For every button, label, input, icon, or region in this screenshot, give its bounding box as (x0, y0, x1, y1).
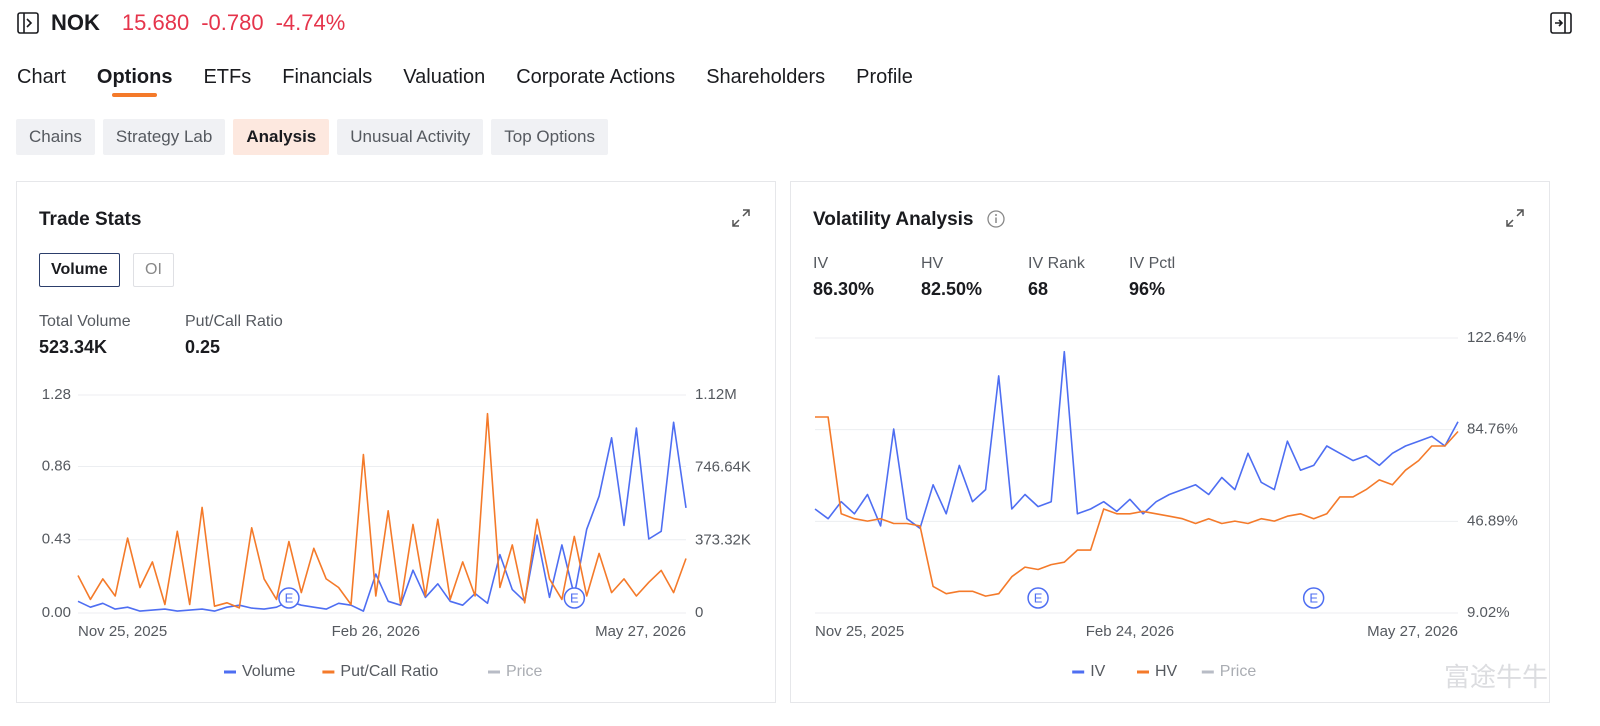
volatility-card: Volatility Analysis IV 86.30% HV 82.50% IV R… (790, 181, 1550, 703)
stat-label: Put/Call Ratio (185, 313, 283, 330)
card-title: Volatility Analysis (813, 209, 974, 230)
x-tick-label: May 27, 2026 (595, 623, 686, 640)
stat: Put/Call Ratio 0.25 (185, 313, 283, 358)
tab[interactable]: ETFs (203, 66, 252, 88)
stat: IV Pctl 96% (1129, 255, 1175, 300)
trade-stats-chart: 0.00 0.43 0.86 1.28 0 373.32K 746.64K 1.12M Nov … (42, 386, 751, 680)
series-line (77, 412, 687, 609)
price: 15.680 (121, 10, 190, 35)
earnings-label: E (1309, 590, 1318, 605)
earnings-marker (1027, 587, 1049, 609)
legend-label: Price (506, 663, 543, 680)
tab[interactable]: Financials (282, 66, 373, 88)
y-tick-label: 46.89% (1467, 512, 1518, 529)
legend-label: HV (1155, 663, 1178, 680)
stat-label: HV (921, 255, 944, 272)
tab[interactable]: Options (97, 66, 172, 97)
x-tick-label: May 27, 2026 (1367, 623, 1458, 640)
stat-label: IV (813, 255, 829, 272)
y2-tick-label: 1.12M (695, 386, 737, 403)
stat-label: Total Volume (39, 313, 131, 330)
x-tick-label: Nov 25, 2025 (78, 623, 167, 640)
series-line (77, 421, 687, 612)
tab[interactable]: Chart (17, 66, 66, 88)
y-tick-label: 0.86 (42, 458, 71, 475)
expand-icon[interactable] (1505, 208, 1525, 228)
volatility-chart: 9.02% 46.89% 84.76% 122.64% Nov 25, 2025 Feb … (814, 329, 1526, 680)
subtab[interactable]: Top Options (491, 119, 608, 155)
tab[interactable]: Valuation (403, 66, 486, 88)
y2-tick-label: 746.64K (695, 459, 751, 476)
tab[interactable]: Shareholders (706, 66, 826, 88)
stat: IV 86.30% (813, 255, 874, 300)
earnings-label: E (570, 590, 579, 605)
x-tick-label: Feb 26, 2026 (332, 623, 420, 640)
stat-label: IV Pctl (1129, 255, 1176, 272)
stat: HV 82.50% (921, 255, 982, 300)
legend-label: Put/Call Ratio (340, 663, 438, 680)
y-tick-label: 9.02% (1467, 604, 1510, 621)
change: -0.780 (201, 10, 264, 35)
stat-label: IV Rank (1028, 255, 1085, 272)
toggle[interactable]: Volume (39, 253, 120, 287)
subtab[interactable]: Strategy Lab (102, 119, 226, 155)
x-tick-label: Nov 25, 2025 (815, 623, 904, 640)
tab[interactable]: Profile (856, 66, 913, 88)
trade-stats-card: Trade Stats Volume OI Total Volume 523.34… (16, 181, 776, 703)
watermark: 富途牛牛 (1443, 663, 1548, 693)
series-line (814, 350, 1459, 530)
series-line (815, 416, 1459, 597)
stat-value: 82.50% (921, 279, 983, 299)
stat-value: 0.25 (185, 337, 221, 357)
stat: IV Rank 68 (1028, 255, 1085, 300)
legend-label: Volume (242, 663, 295, 680)
y-tick-label: 122.64% (1467, 329, 1526, 346)
legend-label: IV (1090, 663, 1105, 680)
tabs: Chart Options ETFs Financials Valuation Corpo… (17, 66, 913, 97)
earnings-label: E (285, 590, 294, 605)
stat-value: 523.34K (39, 337, 108, 357)
header: NOK 15.680 -0.780 -4.74% (17, 10, 345, 36)
y2-tick-label: 0 (695, 604, 703, 621)
legend-label: Price (1220, 663, 1257, 680)
stat-value: 86.30% (813, 279, 875, 299)
tab[interactable]: Corporate Actions (516, 66, 676, 88)
y-tick-label: 0.43 (42, 531, 71, 548)
subtab[interactable]: Analysis (233, 119, 330, 155)
earnings-marker (1302, 587, 1325, 609)
subtab[interactable]: Chains (16, 119, 95, 155)
stat-value: 68 (1028, 279, 1049, 299)
info-icon[interactable] (986, 209, 1006, 229)
x-tick-label: Feb 24, 2026 (1086, 623, 1174, 640)
y2-tick-label: 373.32K (695, 531, 751, 548)
stat-value: 96% (1129, 279, 1166, 299)
subtabs: Chains Strategy Lab Analysis Unusual Activi… (16, 119, 608, 155)
expand-icon[interactable] (731, 208, 751, 228)
stat: Total Volume 523.34K (39, 313, 131, 358)
y-tick-label: 1.28 (42, 386, 71, 403)
earnings-marker (278, 587, 300, 609)
subtab[interactable]: Unusual Activity (337, 119, 484, 155)
card-title: Trade Stats (39, 209, 142, 230)
earnings-label: E (1034, 590, 1043, 605)
y-tick-label: 84.76% (1467, 421, 1518, 438)
y-tick-label: 0.00 (42, 604, 71, 621)
change-pct: -4.74% (275, 10, 346, 35)
symbol: NOK (51, 10, 100, 35)
toggle[interactable]: OI (133, 253, 174, 287)
collapse-icon[interactable] (17, 12, 39, 34)
earnings-marker (563, 587, 586, 609)
panel-toggle-icon[interactable] (1550, 12, 1572, 34)
